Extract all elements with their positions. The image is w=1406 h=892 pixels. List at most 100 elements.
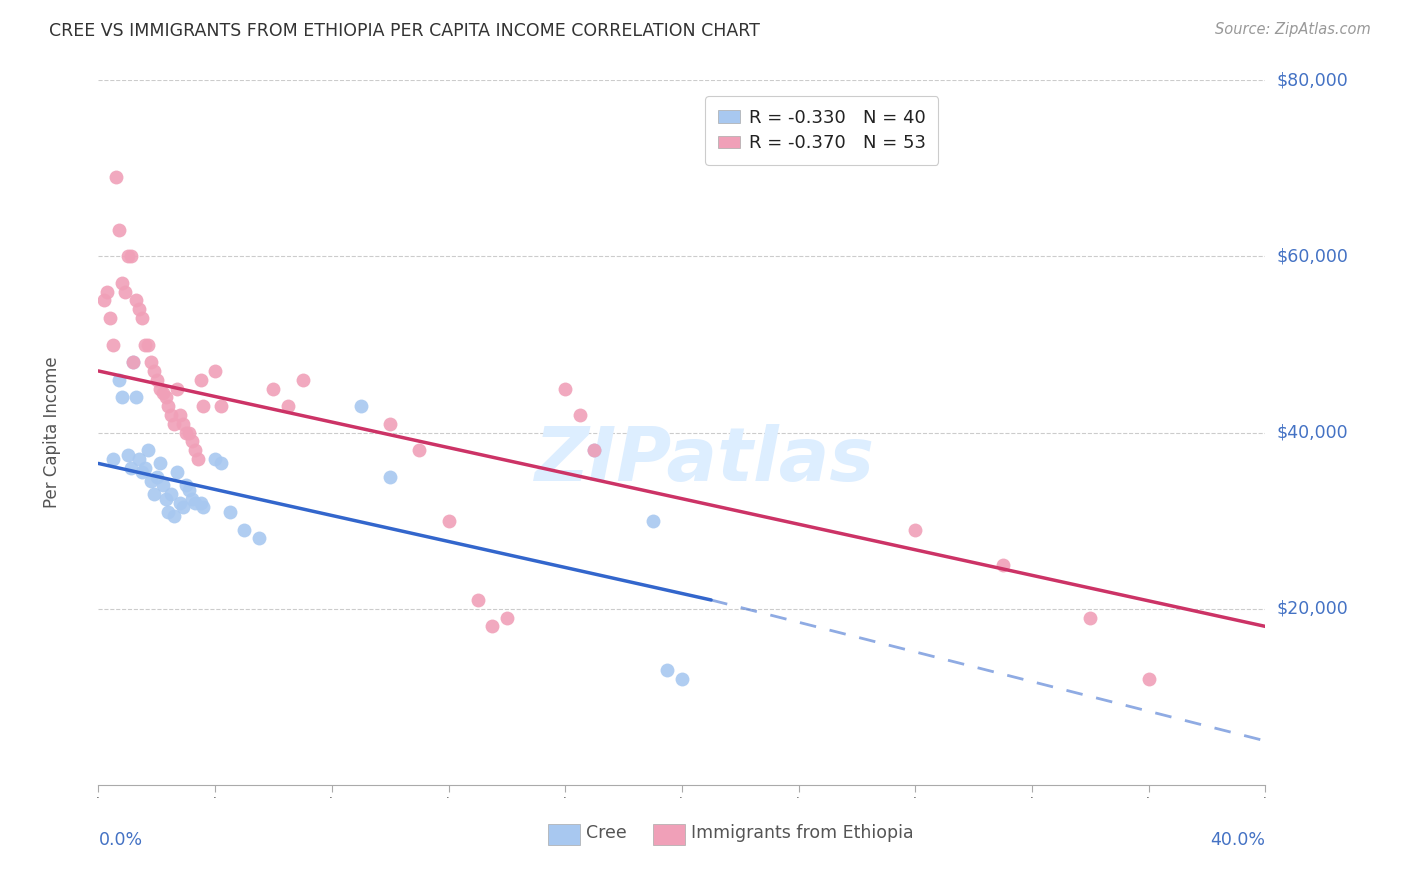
Text: Per Capita Income: Per Capita Income <box>42 357 60 508</box>
Point <box>146 373 169 387</box>
Point <box>131 311 153 326</box>
Point <box>101 337 124 351</box>
Point <box>155 491 177 506</box>
Point <box>142 364 165 378</box>
Point <box>209 457 232 471</box>
Point <box>114 285 136 299</box>
Text: Source: ZipAtlas.com: Source: ZipAtlas.com <box>1215 22 1371 37</box>
Point <box>180 434 202 449</box>
Point <box>139 474 162 488</box>
Point <box>481 619 503 633</box>
Point <box>120 250 142 264</box>
Point <box>104 170 127 185</box>
Point <box>904 523 927 537</box>
Point <box>568 408 591 422</box>
Point <box>190 496 212 510</box>
Point <box>193 399 215 413</box>
Point <box>1080 610 1102 624</box>
Text: $20,000: $20,000 <box>1277 599 1348 618</box>
Legend: R = -0.330   N = 40, R = -0.370   N = 53: R = -0.330 N = 40, R = -0.370 N = 53 <box>706 96 938 165</box>
Point <box>149 382 172 396</box>
Text: CREE VS IMMIGRANTS FROM ETHIOPIA PER CAPITA INCOME CORRELATION CHART: CREE VS IMMIGRANTS FROM ETHIOPIA PER CAP… <box>49 22 761 40</box>
Point <box>177 483 200 497</box>
FancyBboxPatch shape <box>652 823 685 845</box>
Point <box>218 505 240 519</box>
Point <box>554 382 576 396</box>
Point <box>155 391 177 405</box>
Point <box>671 673 693 687</box>
Point <box>233 523 256 537</box>
Point <box>152 386 174 401</box>
Point <box>641 514 664 528</box>
Point <box>172 500 194 515</box>
Point <box>177 425 200 440</box>
Point <box>193 500 215 515</box>
Point <box>172 417 194 431</box>
Point <box>98 311 121 326</box>
Point <box>136 337 159 351</box>
Text: Cree: Cree <box>586 824 627 842</box>
Text: ZIPatlas: ZIPatlas <box>536 425 876 498</box>
Point <box>101 452 124 467</box>
Point <box>122 355 145 369</box>
Point <box>350 399 373 413</box>
Point <box>163 509 186 524</box>
Text: 40.0%: 40.0% <box>1211 830 1265 849</box>
Point <box>408 443 430 458</box>
Text: 0.0%: 0.0% <box>98 830 142 849</box>
Point <box>247 532 270 546</box>
Point <box>262 382 284 396</box>
Point <box>157 505 180 519</box>
Text: $80,000: $80,000 <box>1277 71 1348 89</box>
Point <box>166 465 188 479</box>
Point <box>209 399 232 413</box>
Point <box>437 514 460 528</box>
Text: $40,000: $40,000 <box>1277 424 1348 442</box>
Point <box>134 461 156 475</box>
Point <box>93 293 115 308</box>
Point <box>125 293 148 308</box>
Point <box>380 417 402 431</box>
Point <box>122 355 145 369</box>
Point <box>291 373 314 387</box>
Point <box>111 276 134 290</box>
Point <box>134 337 156 351</box>
Point <box>583 443 606 458</box>
Point <box>166 382 188 396</box>
Point <box>125 391 148 405</box>
Point <box>169 408 191 422</box>
Point <box>169 496 191 510</box>
Point <box>496 610 519 624</box>
Point <box>128 452 150 467</box>
Point <box>991 558 1014 572</box>
Point <box>277 399 299 413</box>
FancyBboxPatch shape <box>548 823 581 845</box>
Point <box>139 355 162 369</box>
Point <box>380 469 402 483</box>
Point <box>187 452 209 467</box>
Point <box>190 373 212 387</box>
Point <box>117 250 139 264</box>
Point <box>111 391 134 405</box>
Point <box>152 478 174 492</box>
Point <box>183 443 205 458</box>
Point <box>583 443 606 458</box>
Point <box>183 496 205 510</box>
Point <box>204 452 226 467</box>
Point <box>136 443 159 458</box>
Point <box>108 373 131 387</box>
Point <box>174 425 197 440</box>
Point <box>96 285 118 299</box>
Text: $60,000: $60,000 <box>1277 247 1348 266</box>
Point <box>204 364 226 378</box>
Point <box>1137 673 1160 687</box>
Point <box>146 469 169 483</box>
Point <box>180 491 202 506</box>
Point <box>174 478 197 492</box>
Point <box>149 457 172 471</box>
Point <box>131 465 153 479</box>
Point <box>120 461 142 475</box>
Point <box>157 399 180 413</box>
Point <box>163 417 186 431</box>
Text: Immigrants from Ethiopia: Immigrants from Ethiopia <box>692 824 914 842</box>
